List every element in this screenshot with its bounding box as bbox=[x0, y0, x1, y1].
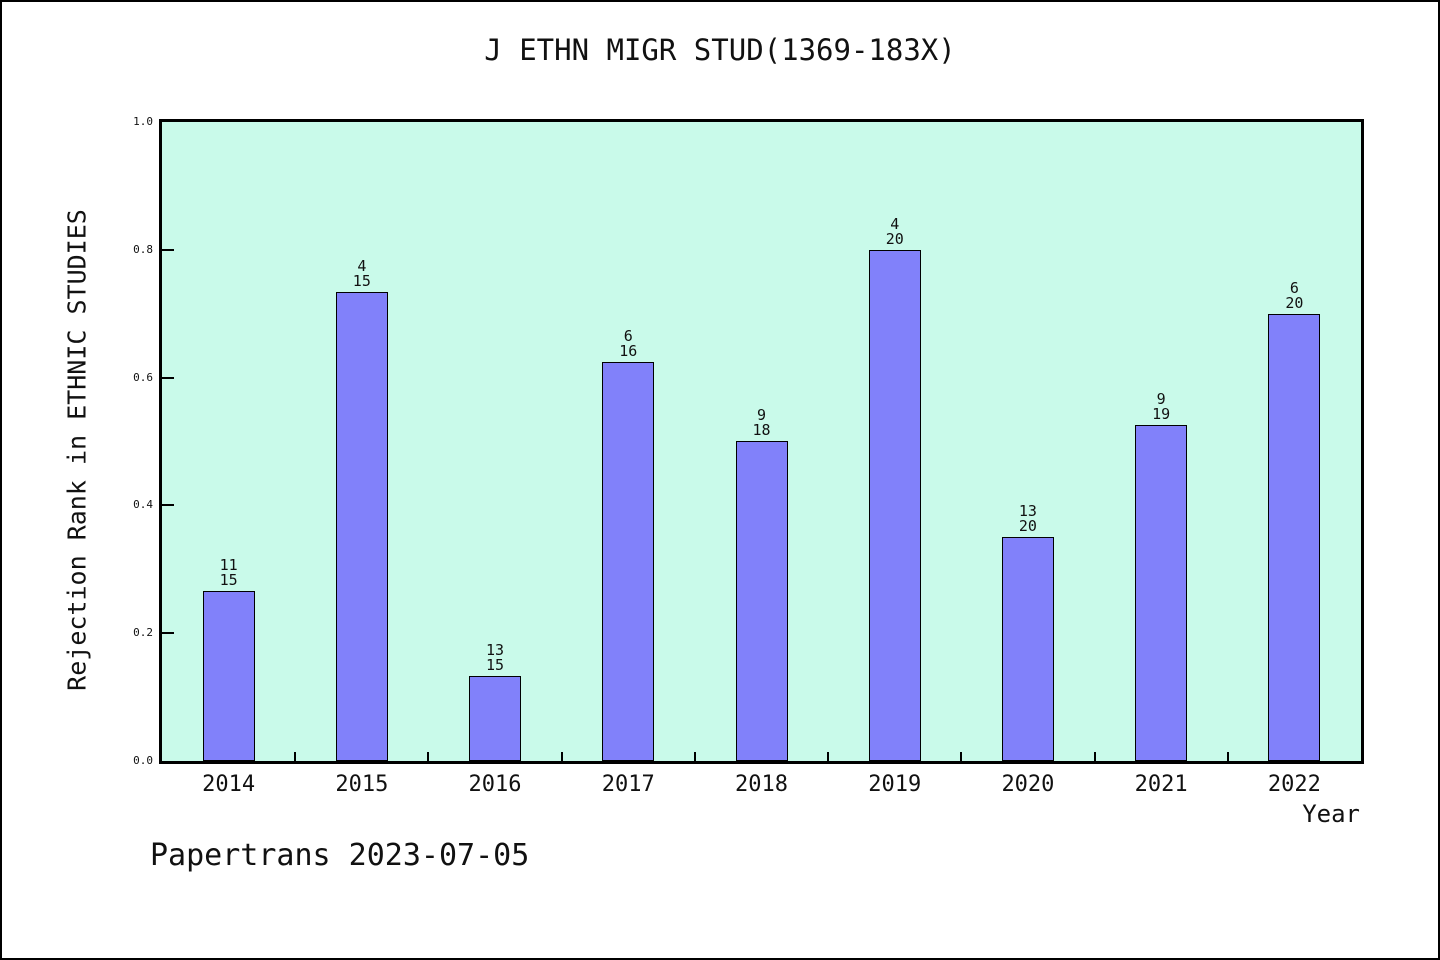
bar-label-rank: 13 bbox=[486, 641, 505, 659]
bar-label-total: 15 bbox=[219, 571, 238, 589]
x-minor-tick bbox=[560, 752, 563, 761]
bar-label-rank: 11 bbox=[219, 556, 238, 574]
x-tick-label-2019: 2019 bbox=[868, 772, 922, 797]
y-tick-mark bbox=[162, 632, 174, 635]
bar-2020 bbox=[1001, 537, 1054, 761]
bar-label-rank: 9 bbox=[1156, 390, 1166, 408]
bar-value-label-2016: 13 15 bbox=[455, 643, 535, 673]
y-axis-label: Rejection Rank in ETHNIC STUDIES bbox=[62, 209, 92, 691]
bar-2022 bbox=[1268, 314, 1321, 761]
bar-2015 bbox=[335, 292, 388, 761]
watermark-text: Papertrans 2023-07-05 bbox=[150, 838, 530, 873]
bar-value-label-2020: 13 20 bbox=[988, 504, 1068, 534]
x-minor-tick bbox=[1093, 752, 1096, 761]
x-tick-label-2021: 2021 bbox=[1134, 772, 1188, 797]
x-minor-tick bbox=[827, 752, 830, 761]
bar-label-rank: 13 bbox=[1018, 502, 1037, 520]
y-tick-label-0.2: 0.2 bbox=[133, 626, 153, 640]
x-axis-label: Year bbox=[1302, 800, 1360, 828]
y-tick-label-0.4: 0.4 bbox=[133, 498, 153, 512]
bar-2017 bbox=[602, 362, 655, 761]
x-tick-label-2016: 2016 bbox=[468, 772, 522, 797]
bar-value-label-2022: 6 20 bbox=[1254, 281, 1334, 311]
bar-label-rank: 6 bbox=[623, 327, 633, 345]
bar-label-total: 16 bbox=[619, 342, 638, 360]
bar-label-total: 15 bbox=[486, 656, 505, 674]
bar-label-total: 18 bbox=[752, 421, 771, 439]
x-tick-label-2017: 2017 bbox=[601, 772, 655, 797]
x-minor-tick bbox=[294, 752, 297, 761]
x-minor-tick bbox=[693, 752, 696, 761]
bar-value-label-2017: 6 16 bbox=[588, 329, 668, 359]
bar-2016 bbox=[469, 676, 522, 761]
y-tick-label-1.0: 1.0 bbox=[133, 115, 153, 128]
bar-2018 bbox=[735, 441, 788, 761]
x-tick-label-2020: 2020 bbox=[1001, 772, 1055, 797]
bar-label-total: 19 bbox=[1152, 405, 1171, 423]
plot-area: 11 15 4 15 13 15 6 16 9 18 4 20 13 20 9 19 6 20 bbox=[159, 119, 1364, 764]
bar-label-rank: 4 bbox=[890, 215, 900, 233]
x-tick-label-2015: 2015 bbox=[335, 772, 389, 797]
bar-2021 bbox=[1135, 425, 1188, 761]
bar-label-total: 15 bbox=[352, 272, 371, 290]
bar-label-total: 20 bbox=[1285, 294, 1304, 312]
bar-value-label-2014: 11 15 bbox=[189, 558, 269, 588]
y-tick-label-0.0: 0.0 bbox=[133, 754, 153, 767]
bar-value-label-2021: 9 19 bbox=[1121, 392, 1201, 422]
bar-label-rank: 6 bbox=[1289, 279, 1299, 297]
x-tick-label-2018: 2018 bbox=[735, 772, 788, 797]
x-tick-label-2022: 2022 bbox=[1267, 772, 1321, 797]
x-minor-tick bbox=[427, 752, 430, 761]
bar-label-total: 20 bbox=[1018, 517, 1037, 535]
y-tick-label-0.6: 0.6 bbox=[133, 370, 153, 384]
bar-label-rank: 4 bbox=[357, 257, 367, 275]
chart-title: J ETHN MIGR STUD(1369-183X) bbox=[484, 33, 956, 67]
bar-2014 bbox=[202, 591, 255, 761]
bar-label-total: 20 bbox=[885, 230, 904, 248]
bar-label-rank: 9 bbox=[756, 406, 767, 424]
x-tick-label-2014: 2014 bbox=[202, 772, 256, 797]
bar-2019 bbox=[868, 250, 921, 761]
x-minor-tick bbox=[1226, 752, 1229, 761]
bar-value-label-2019: 4 20 bbox=[855, 217, 935, 247]
y-tick-label-0.8: 0.8 bbox=[133, 242, 153, 256]
y-tick-mark bbox=[162, 376, 174, 379]
x-minor-tick bbox=[960, 752, 963, 761]
bar-value-label-2015: 4 15 bbox=[322, 259, 402, 289]
y-tick-mark bbox=[162, 504, 174, 507]
y-tick-mark bbox=[162, 248, 174, 251]
bar-value-label-2018: 9 18 bbox=[722, 408, 802, 438]
